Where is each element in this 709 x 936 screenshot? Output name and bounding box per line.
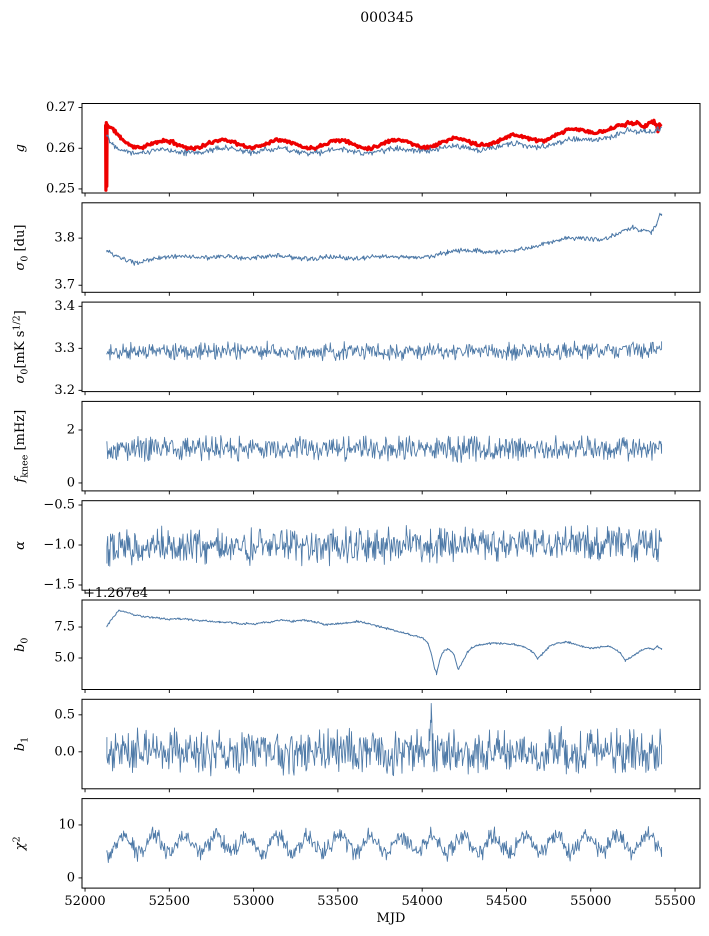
y-tick-label: 10 [58,817,75,832]
y-axis-label: fknee [mHz] [13,410,31,484]
y-tick-label: −1.0 [43,538,75,553]
y-tick-label: 0.26 [46,141,75,156]
x-tick-label: 53500 [317,894,358,909]
y-tick-label: 0 [67,870,75,885]
y-tick-label: 0.5 [54,707,75,722]
axes-frame [81,798,701,889]
y-tick-label: 3.2 [54,383,75,398]
series-sigma0-mks [106,340,663,362]
subplot-sigma0-du: 3.7 3.8 σ0 [du] [13,202,701,296]
y-tick-label: 3.3 [54,341,75,356]
y-tick-label: 3.7 [54,278,75,293]
x-tick-label: 52500 [149,894,190,909]
x-tick-label: 54500 [486,894,527,909]
y-axis-label: α [13,541,28,550]
x-tick-label: 53000 [233,894,274,909]
x-tick-label: 55000 [570,894,611,909]
subplot-b0: 5.0 7.5 +1.267e4 b0 [13,586,701,693]
y-axis-label: b1 [13,737,31,751]
subplot-g: 0.25 0.26 0.27 g [13,100,701,197]
subplot-b1: 0.0 0.5 b1 [13,698,701,793]
series-g-fit-red [104,118,663,192]
x-tick-label: 52000 [64,894,105,909]
offset-text: +1.267e4 [84,586,148,601]
series-chi2 [106,826,663,864]
subplot-fknee: 0 2 fknee [mHz] [13,400,701,495]
series-b1 [106,702,663,777]
y-tick-label: 0.25 [46,181,75,196]
y-axis-label: g [13,144,28,152]
series-b0 [106,609,663,676]
y-tick-label: −0.5 [43,498,75,513]
y-tick-label: 7.5 [54,620,75,635]
x-axis-label: MJD [377,911,406,926]
x-tick-label: 55500 [654,894,695,909]
y-tick-label: 2 [67,422,75,437]
y-tick-label: 5.0 [54,651,75,666]
x-tick-label: 54000 [402,894,443,909]
axes-frame [81,301,701,393]
series-alpha [106,524,663,567]
axes-frame [81,202,701,293]
series-fknee [106,435,663,463]
y-tick-label: 0 [67,475,75,490]
figure-title: 000345 [360,10,413,26]
y-axis-label: σ0 [du] [13,225,31,271]
axes-frame [81,599,701,690]
y-axis-label: b0 [13,638,31,652]
y-axis-label: χ2 [12,836,29,851]
series-g-raw-blue [106,126,663,157]
axes-frame [81,698,701,790]
subplot-chi2: 0 10 52000 52500 53000 53500 54000 54500 55000 55… [12,798,701,926]
y-tick-label: −1.5 [43,578,75,593]
subplot-alpha: −1.5 −1.0 −0.5 α [13,498,701,594]
series-sigma0-du [106,212,663,266]
y-tick-label: 0.27 [46,100,75,115]
y-axis-label: σ0[mK s1/2] [12,310,31,383]
y-tick-label: 0.0 [54,744,75,759]
y-tick-label: 3.4 [54,299,75,314]
axes-frame [81,400,701,492]
y-tick-label: 3.8 [54,231,75,246]
subplot-sigma0-mks: 3.2 3.3 3.4 σ0[mK s1/2] [12,299,701,398]
